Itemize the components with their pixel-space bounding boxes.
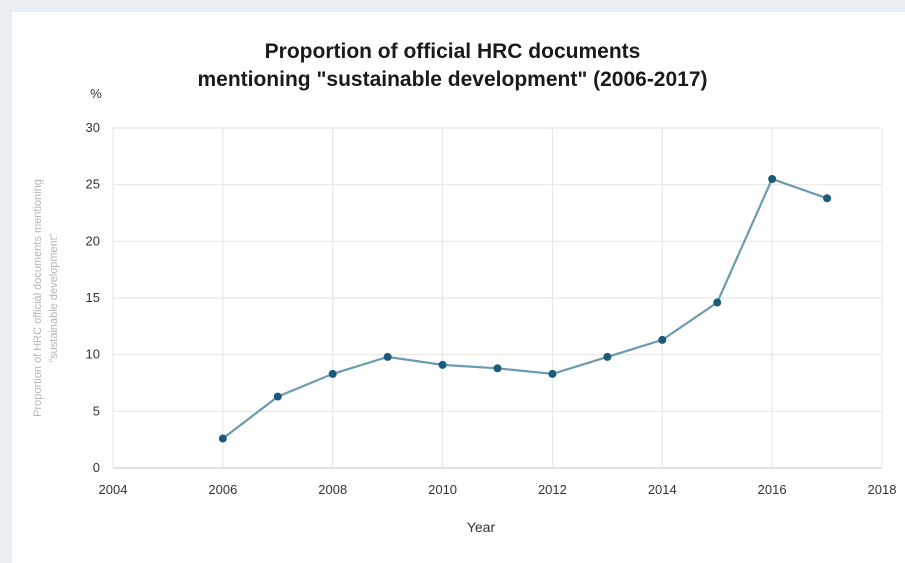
y-tick-label: 10	[86, 347, 100, 362]
y-axis-label-line-1: Proportion of HRC official documents men…	[32, 179, 44, 417]
x-tick-label: 2014	[648, 482, 677, 497]
data-point	[658, 335, 667, 344]
series-group	[218, 175, 832, 443]
x-tick-label: 2006	[208, 482, 237, 497]
x-tick-label: 2016	[758, 482, 787, 497]
data-point	[548, 369, 557, 378]
x-tick-label: 2010	[428, 482, 457, 497]
data-point	[328, 369, 337, 378]
chart-card	[12, 12, 905, 563]
y-tick-labels: 0 5 10 15 20 25 30	[86, 120, 100, 475]
x-tick-label: 2008	[318, 482, 347, 497]
chart-title: Proportion of official HRC documents men…	[0, 38, 905, 94]
y-tick-label: 30	[86, 120, 100, 135]
y-axis-label-line-2: "sustainable development"	[48, 233, 60, 363]
data-point	[383, 352, 392, 361]
y-tick-label: 25	[86, 177, 100, 192]
chart-title-line-2: mentioning "sustainable development" (20…	[197, 68, 708, 91]
data-point	[823, 194, 832, 203]
data-point	[438, 360, 447, 369]
series-line	[222, 177, 828, 440]
y-tick-label: 20	[86, 233, 100, 248]
x-axis-label: Year	[467, 519, 496, 535]
y-tick-label: 15	[86, 290, 100, 305]
data-point	[768, 175, 777, 183]
y-tick-label: 5	[93, 403, 100, 418]
y-tick-label: 0	[93, 460, 100, 475]
x-tick-label: 2018	[868, 482, 897, 497]
data-point	[493, 364, 502, 373]
y-unit-label: %	[90, 86, 102, 101]
chart-title-line-1: Proportion of official HRC documents	[264, 40, 641, 63]
x-tick-labels: 2004 2006 2008 2010 2012 2014 2016 2018	[99, 482, 897, 497]
grid-lines	[112, 127, 883, 469]
data-point	[603, 352, 612, 361]
data-point	[273, 392, 282, 401]
x-tick-label: 2012	[538, 482, 567, 497]
x-tick-label: 2004	[99, 482, 128, 497]
y-axis-label: Proportion of HRC official documents men…	[32, 179, 60, 417]
data-point	[713, 298, 722, 307]
data-point	[218, 434, 227, 443]
